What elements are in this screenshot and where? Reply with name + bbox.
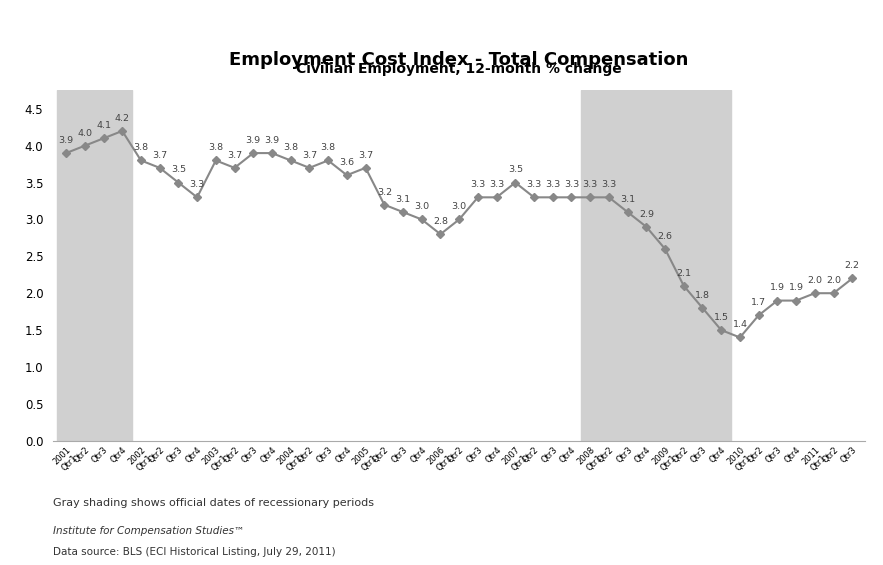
Text: 2.9: 2.9 <box>638 210 653 219</box>
Text: 3.3: 3.3 <box>545 180 561 189</box>
Text: 3.7: 3.7 <box>152 151 167 160</box>
Bar <box>581 90 730 441</box>
Text: 3.8: 3.8 <box>208 144 223 153</box>
Text: Gray shading shows official dates of recessionary periods: Gray shading shows official dates of rec… <box>53 498 374 508</box>
Text: 3.3: 3.3 <box>601 180 616 189</box>
Text: 3.6: 3.6 <box>339 158 354 167</box>
Text: 3.1: 3.1 <box>620 195 635 204</box>
Text: 1.4: 1.4 <box>732 320 747 329</box>
Text: 3.3: 3.3 <box>489 180 504 189</box>
Text: 1.9: 1.9 <box>789 284 804 293</box>
Text: 3.3: 3.3 <box>583 180 598 189</box>
Text: 3.8: 3.8 <box>321 144 336 153</box>
Text: 3.3: 3.3 <box>471 180 486 189</box>
Text: 2.0: 2.0 <box>826 276 841 285</box>
Text: Data source: BLS (ECI Historical Listing, July 29, 2011): Data source: BLS (ECI Historical Listing… <box>53 547 336 557</box>
Text: 3.1: 3.1 <box>396 195 411 204</box>
Text: 3.7: 3.7 <box>302 151 317 160</box>
Text: 3.5: 3.5 <box>508 166 523 175</box>
Text: 1.9: 1.9 <box>770 284 785 293</box>
Text: 3.8: 3.8 <box>133 144 148 153</box>
Text: 2.6: 2.6 <box>658 232 673 241</box>
Text: 1.5: 1.5 <box>713 313 728 322</box>
Text: 1.7: 1.7 <box>751 298 766 307</box>
Text: 3.3: 3.3 <box>564 180 579 189</box>
Text: 4.2: 4.2 <box>115 114 130 123</box>
Text: 3.9: 3.9 <box>58 136 73 145</box>
Text: 2.2: 2.2 <box>845 262 860 270</box>
Text: 2.8: 2.8 <box>433 217 448 226</box>
Bar <box>57 90 132 441</box>
Text: 3.9: 3.9 <box>245 136 260 145</box>
Text: 2.1: 2.1 <box>676 269 691 278</box>
Text: 3.3: 3.3 <box>190 180 205 189</box>
Text: 1.8: 1.8 <box>695 291 710 300</box>
Text: 4.1: 4.1 <box>96 121 111 130</box>
Text: 3.0: 3.0 <box>451 202 467 211</box>
Text: 2.0: 2.0 <box>807 276 822 285</box>
Text: Civilian Employment, 12-month % change: Civilian Employment, 12-month % change <box>297 62 622 76</box>
Text: 3.9: 3.9 <box>264 136 280 145</box>
Text: Institute for Compensation Studies™: Institute for Compensation Studies™ <box>53 526 245 536</box>
Text: 3.8: 3.8 <box>283 144 298 153</box>
Text: 3.7: 3.7 <box>358 151 374 160</box>
Text: 3.3: 3.3 <box>526 180 541 189</box>
Text: 3.2: 3.2 <box>377 188 392 197</box>
Text: 4.0: 4.0 <box>78 129 93 138</box>
Text: 3.7: 3.7 <box>227 151 242 160</box>
Title: Employment Cost Index - Total Compensation: Employment Cost Index - Total Compensati… <box>230 51 689 69</box>
Text: 3.0: 3.0 <box>414 202 429 211</box>
Text: 3.5: 3.5 <box>170 166 186 175</box>
